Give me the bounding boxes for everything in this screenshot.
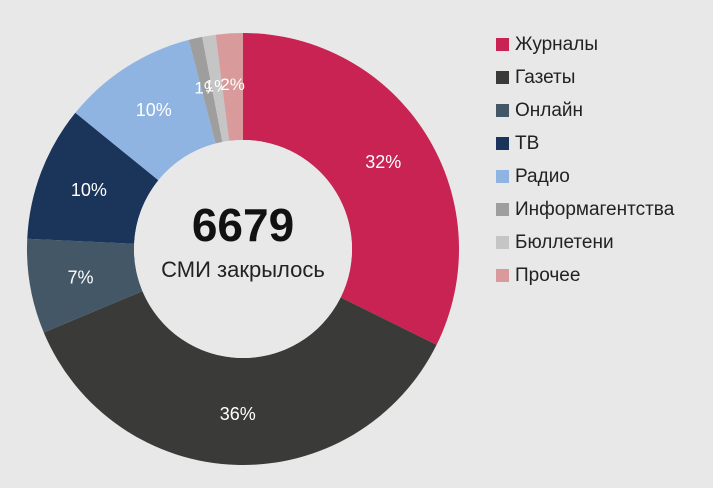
legend-item-газеты: Газеты [496,61,674,94]
legend-item-прочее: Прочее [496,259,674,292]
slice-онлайн [27,238,143,333]
legend-item-радио: Радио [496,160,674,193]
legend-item-бюллетени: Бюллетени [496,226,674,259]
legend-label: Информагентства [515,198,675,220]
slice-label-прочее: 2% [220,75,245,94]
legend-item-журналы: Журналы [496,28,674,61]
legend-swatch [496,137,509,150]
legend-swatch [496,170,509,183]
legend-item-тв: ТВ [496,127,674,160]
legend-label: ТВ [515,132,540,154]
legend-label: Журналы [515,33,598,55]
legend-label: Прочее [515,264,581,286]
legend-swatch [496,203,509,216]
center-total-value: 6679 [191,199,295,251]
legend-label: Бюллетени [515,231,614,253]
legend-swatch [496,236,509,249]
legend-swatch [496,269,509,282]
center-caption: СМИ закрылось [161,257,325,282]
slice-label-радио: 10% [136,100,172,120]
slice-информагентства [188,36,223,144]
legend-swatch [496,104,509,117]
legend-item-онлайн: Онлайн [496,94,674,127]
legend-swatch [496,38,509,51]
slice-прочее [215,33,243,141]
legend-label: Онлайн [515,99,584,121]
legend-label: Радио [515,165,570,187]
slice-газеты [43,291,437,466]
slice-label-онлайн: 7% [67,268,93,288]
slice-радио [75,39,216,181]
legend-label: Газеты [515,66,576,88]
slice-label-газеты: 36% [220,404,256,424]
legend-item-информагентства: Информагентства [496,193,674,226]
slice-бюллетени [202,34,230,142]
legend-swatch [496,71,509,84]
slice-журналы [243,33,460,345]
donut-hole [134,140,352,358]
slice-label-журналы: 32% [365,152,401,172]
slice-label-тв: 10% [71,180,107,200]
slice-тв [27,112,159,244]
chart-legend: Журналы Газеты Онлайн ТВ Радио Информагентств… [496,28,674,292]
